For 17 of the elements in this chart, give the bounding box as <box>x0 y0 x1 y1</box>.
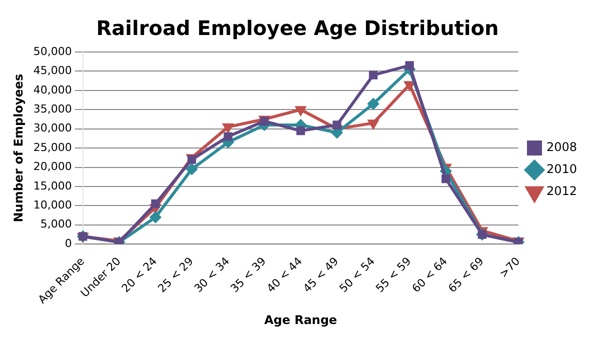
legend-label: 2010 <box>546 162 578 176</box>
legend-label: 2008 <box>546 140 578 154</box>
x-axis-title: Age Range <box>264 312 338 327</box>
legend-label: 2012 <box>546 184 578 198</box>
y-tick-label: 20,000 <box>33 160 72 174</box>
y-tick-label: 45,000 <box>33 64 72 78</box>
y-tick-label: 25,000 <box>33 140 72 154</box>
y-tick-label: 10,000 <box>33 198 72 212</box>
y-tick-label: 0 <box>64 236 72 250</box>
y-tick-label: 5,000 <box>40 218 72 231</box>
y-tick-label: 30,000 <box>33 122 72 135</box>
y-axis-title: Number of Employees <box>11 74 26 222</box>
y-tick-label: 15,000 <box>33 179 72 192</box>
chart-title: Railroad Employee Age Distribution <box>96 16 499 40</box>
y-tick-label: 40,000 <box>33 83 72 96</box>
y-tick-label: 35,000 <box>33 102 72 116</box>
y-tick-label: 50,000 <box>33 44 72 58</box>
